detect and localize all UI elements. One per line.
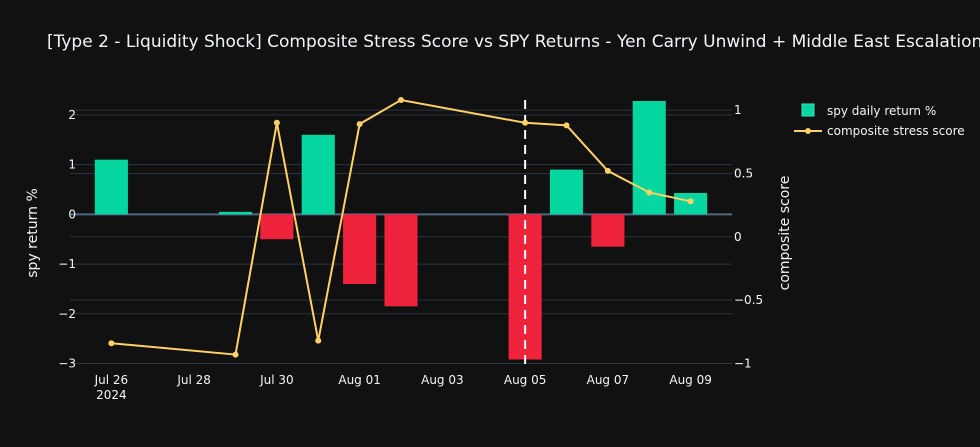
x-tick-label: Aug 09 <box>669 373 712 387</box>
bar <box>301 134 335 215</box>
y2-tick-label: 0 <box>734 230 742 244</box>
y2-axis-title: composite score <box>777 176 793 291</box>
bar <box>591 214 625 247</box>
y2-tick-label: −0.5 <box>734 293 763 307</box>
stress-score-point <box>273 119 280 126</box>
x-tick-label: Aug 05 <box>504 373 547 387</box>
stress-score-point <box>108 340 115 347</box>
legend-item-line[interactable]: composite stress score <box>794 124 965 138</box>
y-tick-label: 0 <box>68 207 76 221</box>
x-tick-label: Jul 30 <box>259 373 294 387</box>
stress-score-point <box>356 121 363 128</box>
y-axis-title: spy return % <box>25 188 41 277</box>
stress-score-point <box>315 337 322 344</box>
bar-series <box>94 100 708 360</box>
bar <box>260 214 294 240</box>
legend: spy daily return % composite stress scor… <box>794 103 965 138</box>
stress-score-point <box>522 119 529 126</box>
x-tick-label: Aug 01 <box>338 373 381 387</box>
bar <box>549 169 584 215</box>
x-tick-label: Aug 07 <box>587 373 630 387</box>
legend-label-line: composite stress score <box>827 124 965 138</box>
stress-score-point <box>604 167 611 174</box>
y2-axis-ticks: −1 −0.5 0 0.5 1 <box>734 103 763 370</box>
y-tick-label: −1 <box>58 257 76 271</box>
stress-score-point <box>398 97 404 103</box>
y2-tick-label: 0.5 <box>734 166 753 180</box>
bar <box>384 214 418 307</box>
stress-score-point <box>646 189 653 196</box>
y-tick-label: 1 <box>68 158 76 172</box>
stress-score-point <box>232 351 239 358</box>
legend-bar-swatch <box>801 103 815 117</box>
bar <box>343 214 377 284</box>
legend-line-marker <box>805 128 811 134</box>
x-tick-label: Jul 28 <box>176 373 211 387</box>
x-tick-label: Jul 26 <box>94 373 129 387</box>
legend-item-bar[interactable]: spy daily return % <box>801 103 936 118</box>
chart-title: [Type 2 - Liquidity Shock] Composite Str… <box>47 32 980 52</box>
bar <box>632 100 666 215</box>
stress-score-point <box>563 122 570 129</box>
y-tick-label: −3 <box>58 357 76 371</box>
stress-score-point <box>687 198 694 205</box>
x-tick-year-label: 2024 <box>96 388 127 402</box>
x-tick-label: Aug 03 <box>421 373 464 387</box>
y2-tick-label: 1 <box>734 103 742 117</box>
bar <box>218 211 253 215</box>
legend-label-bar: spy daily return % <box>827 104 936 118</box>
bar <box>94 159 128 215</box>
y-tick-label: 2 <box>68 108 76 122</box>
y-axis-ticks: −3 −2 −1 0 1 2 <box>58 108 76 371</box>
y2-tick-label: −1 <box>734 356 752 370</box>
y-tick-label: −2 <box>58 307 76 321</box>
line-series <box>108 97 694 358</box>
